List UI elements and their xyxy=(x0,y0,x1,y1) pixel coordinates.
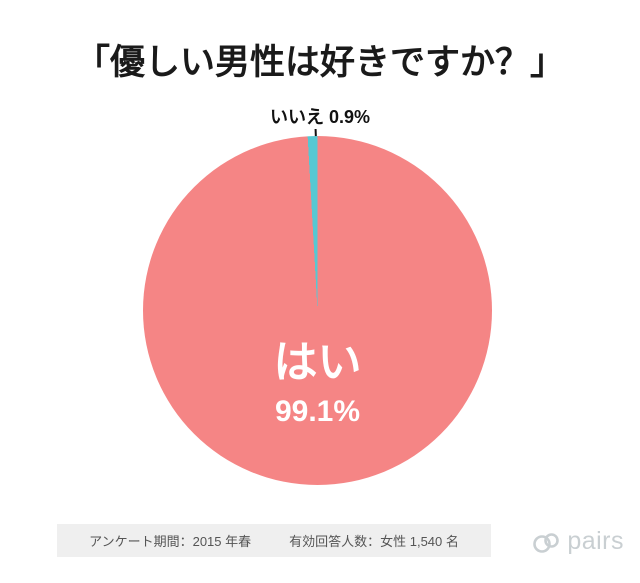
respondents-text: 有効回答人数：女性 1,540 名 xyxy=(289,534,459,549)
chart-title: 「優しい男性は好きですか？」 xyxy=(74,43,565,82)
pairs-logo: pairs xyxy=(530,525,624,558)
pie-value-yes: 99.1% xyxy=(274,394,361,428)
pairs-logo-text: pairs xyxy=(567,527,624,555)
pairs-cloud-icon xyxy=(533,532,560,553)
pie-callout-no: いいえ 0.9% xyxy=(269,107,371,127)
footer-bar: アンケート期間：2015 年春 有効回答人数：女性 1,540 名 xyxy=(57,524,491,557)
survey-period-text: アンケート期間：2015 年春 xyxy=(89,534,252,549)
pie-center-text: はい 99.1% xyxy=(143,209,492,558)
pie-chart: はい 99.1% xyxy=(143,136,492,485)
pie-label-yes: はい xyxy=(273,338,362,388)
